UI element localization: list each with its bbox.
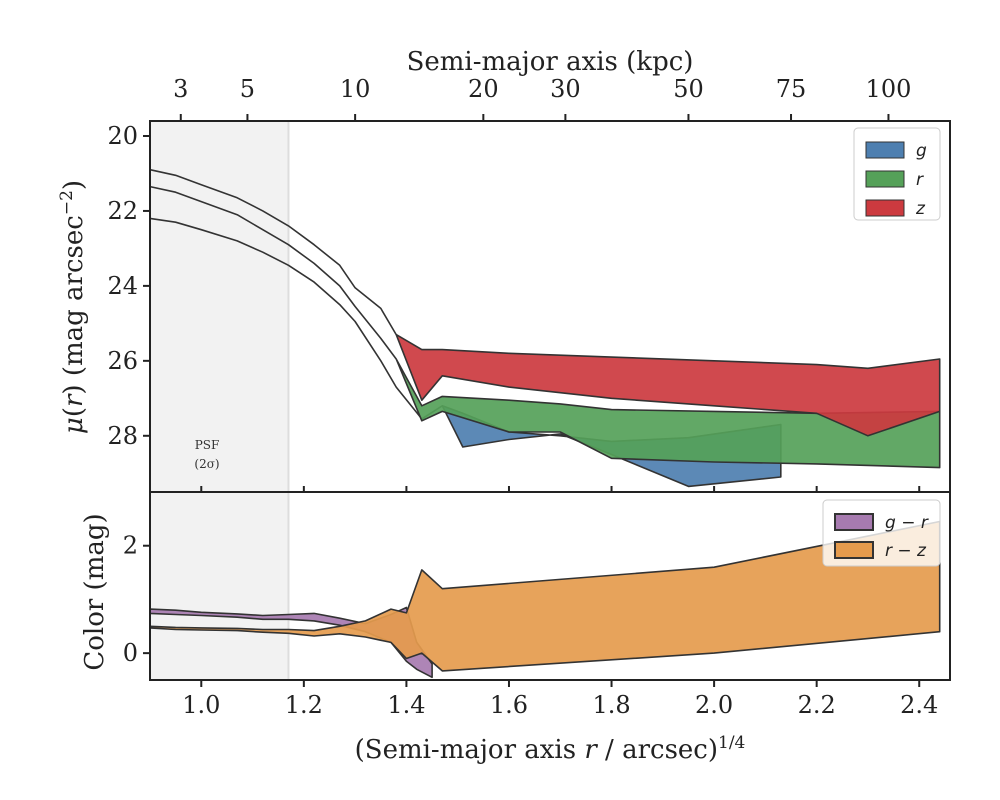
top-x-axis-label: Semi-major axis (kpc) (407, 47, 694, 77)
surface-brightness-y-axis-label: μ(r) (mag arcsec−2) (57, 180, 89, 434)
surface-brightness-legend-swatch (865, 170, 905, 188)
surface-brightness-legend-label: z (915, 199, 926, 219)
color-band-rz (149, 520, 941, 672)
top-x-tick-label: 20 (468, 75, 499, 103)
color-legend-label: r − z (885, 541, 927, 561)
y-tick-label: 28 (107, 422, 138, 450)
surface-brightness-band-z (149, 168, 941, 437)
y-tick-label: 24 (107, 272, 138, 300)
color-series (149, 520, 941, 679)
top-x-tick-label: 50 (673, 75, 704, 103)
y-tick-label: 20 (107, 122, 138, 150)
color-y-tick-label: 2 (123, 532, 138, 560)
bottom-x-axis-label: (Semi-major axis r / arcsec)1/4 (355, 733, 746, 765)
top-x-tick-label: 75 (776, 75, 807, 103)
color-legend-label: g − r (885, 513, 929, 533)
color-legend: g − r r − z (822, 499, 941, 567)
surface-brightness-legend-label: r (916, 170, 924, 190)
x-tick-label: 2.4 (900, 691, 938, 719)
top-x-tick-label: 10 (340, 75, 371, 103)
surface-brightness-legend: grz (853, 127, 941, 221)
psf-shaded-region (150, 121, 289, 680)
x-tick-label: 2.2 (798, 691, 836, 719)
surface-brightness-legend-label: g (916, 141, 927, 161)
color-legend-swatch (834, 513, 874, 531)
psf-sigma-label: (2σ) (194, 457, 219, 471)
surface-brightness-series (149, 168, 941, 488)
surface-brightness-legend-swatch (865, 199, 905, 217)
x-tick-label: 1.2 (285, 691, 323, 719)
x-tick-label: 2.0 (695, 691, 733, 719)
x-tick-label: 1.6 (490, 691, 528, 719)
color-y-axis-label: Color (mag) (80, 513, 110, 670)
x-tick-label: 1.8 (592, 691, 630, 719)
psf-label: PSF (195, 438, 220, 452)
top-x-tick-label: 5 (240, 75, 255, 103)
x-tick-label: 1.0 (182, 691, 220, 719)
surface-brightness-band-r (149, 185, 941, 469)
color-legend-swatch (834, 541, 874, 559)
y-tick-label: 26 (107, 347, 138, 375)
color-y-tick-label: 0 (123, 639, 138, 667)
surface-brightness-legend-swatch (865, 141, 905, 159)
x-tick-label: 1.4 (387, 691, 425, 719)
color-panel-frame (149, 491, 951, 681)
axis-ticks: 20 22 24 26 28 0 2 1.0 1.2 1.4 1.6 1.8 2.0 2.2 2.4 3 5 10… (107, 75, 938, 719)
top-x-tick-label: 30 (550, 75, 581, 103)
top-x-tick-label: 3 (173, 75, 188, 103)
y-tick-label: 22 (107, 197, 138, 225)
top-x-tick-label: 100 (866, 75, 912, 103)
